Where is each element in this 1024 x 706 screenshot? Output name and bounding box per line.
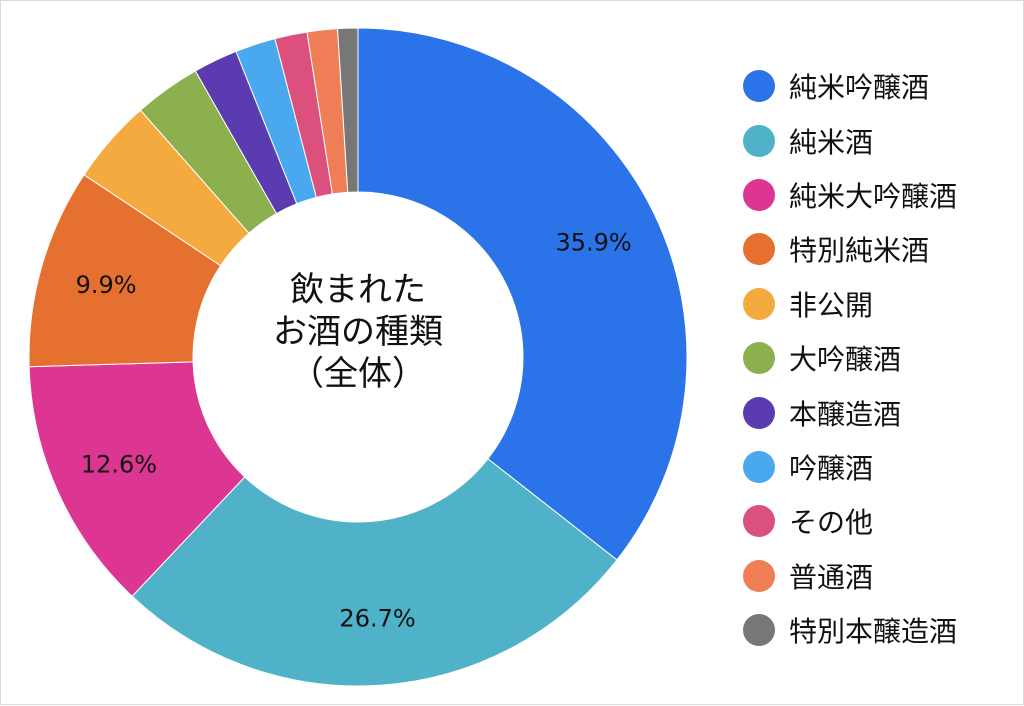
data-label-2: 26.7% <box>339 604 415 632</box>
chart-title-line-1: 飲まれた <box>290 270 426 310</box>
legend-label: 純米酒 <box>789 125 874 159</box>
legend-label: 吟醸酒 <box>789 451 874 485</box>
legend-swatch <box>743 178 775 211</box>
data-label-3: 12.6% <box>81 450 157 478</box>
legend-swatch <box>743 233 775 266</box>
donut-chart: 35.9% 26.7% 12.6% 9.9% <box>28 27 688 687</box>
legend-item-7: 本醸造酒 <box>743 385 957 439</box>
legend-label: 純米吟醸酒 <box>789 71 930 105</box>
legend-label: 特別純米酒 <box>789 234 930 268</box>
chart-title-line-2: お酒の種類 <box>273 312 443 352</box>
legend-label: 普通酒 <box>789 560 874 594</box>
legend-item-2: 純米酒 <box>743 113 957 167</box>
legend-label: 本醸造酒 <box>789 397 902 431</box>
legend-item-10: 普通酒 <box>743 549 957 603</box>
chart-title-line-3: （全体） <box>290 354 426 394</box>
legend-item-4: 特別純米酒 <box>743 222 957 276</box>
legend-swatch <box>743 70 775 103</box>
legend-swatch <box>743 287 775 320</box>
legend-label: 大吟醸酒 <box>789 343 902 377</box>
data-label-1: 35.9% <box>555 228 631 256</box>
pie-slice-11 <box>336 27 359 193</box>
legend-item-9: その他 <box>743 494 957 548</box>
legend-label: 特別本醸造酒 <box>789 615 958 649</box>
legend-item-8: 吟醸酒 <box>743 440 957 494</box>
legend-label: 純米大吟醸酒 <box>789 179 958 213</box>
legend-swatch <box>743 505 775 538</box>
legend-item-11: 特別本醸造酒 <box>743 603 957 657</box>
legend-swatch <box>743 450 775 483</box>
legend-label: 非公開 <box>789 288 874 322</box>
legend: 純米吟醸酒純米酒純米大吟醸酒 特別純米酒非公開大吟醸酒本醸造酒吟醸酒その他普通酒特… <box>743 59 957 657</box>
chart-title: 飲まれた お酒の種類 （全体） <box>233 269 483 395</box>
pie-slice-1 <box>357 27 688 561</box>
legend-item-1: 純米吟醸酒 <box>743 59 957 113</box>
legend-swatch <box>743 396 775 429</box>
data-label-4: 9.9% <box>76 271 137 299</box>
legend-swatch <box>743 124 775 157</box>
legend-item-5: 非公開 <box>743 277 957 331</box>
legend-label: その他 <box>789 506 874 540</box>
legend-swatch <box>743 559 775 592</box>
legend-swatch <box>743 342 775 375</box>
legend-item-3: 純米大吟醸酒 <box>743 168 957 222</box>
legend-swatch <box>743 614 775 647</box>
pie-slice-2 <box>131 458 618 687</box>
legend-item-6: 大吟醸酒 <box>743 331 957 385</box>
pie-slice-3 <box>28 361 246 597</box>
